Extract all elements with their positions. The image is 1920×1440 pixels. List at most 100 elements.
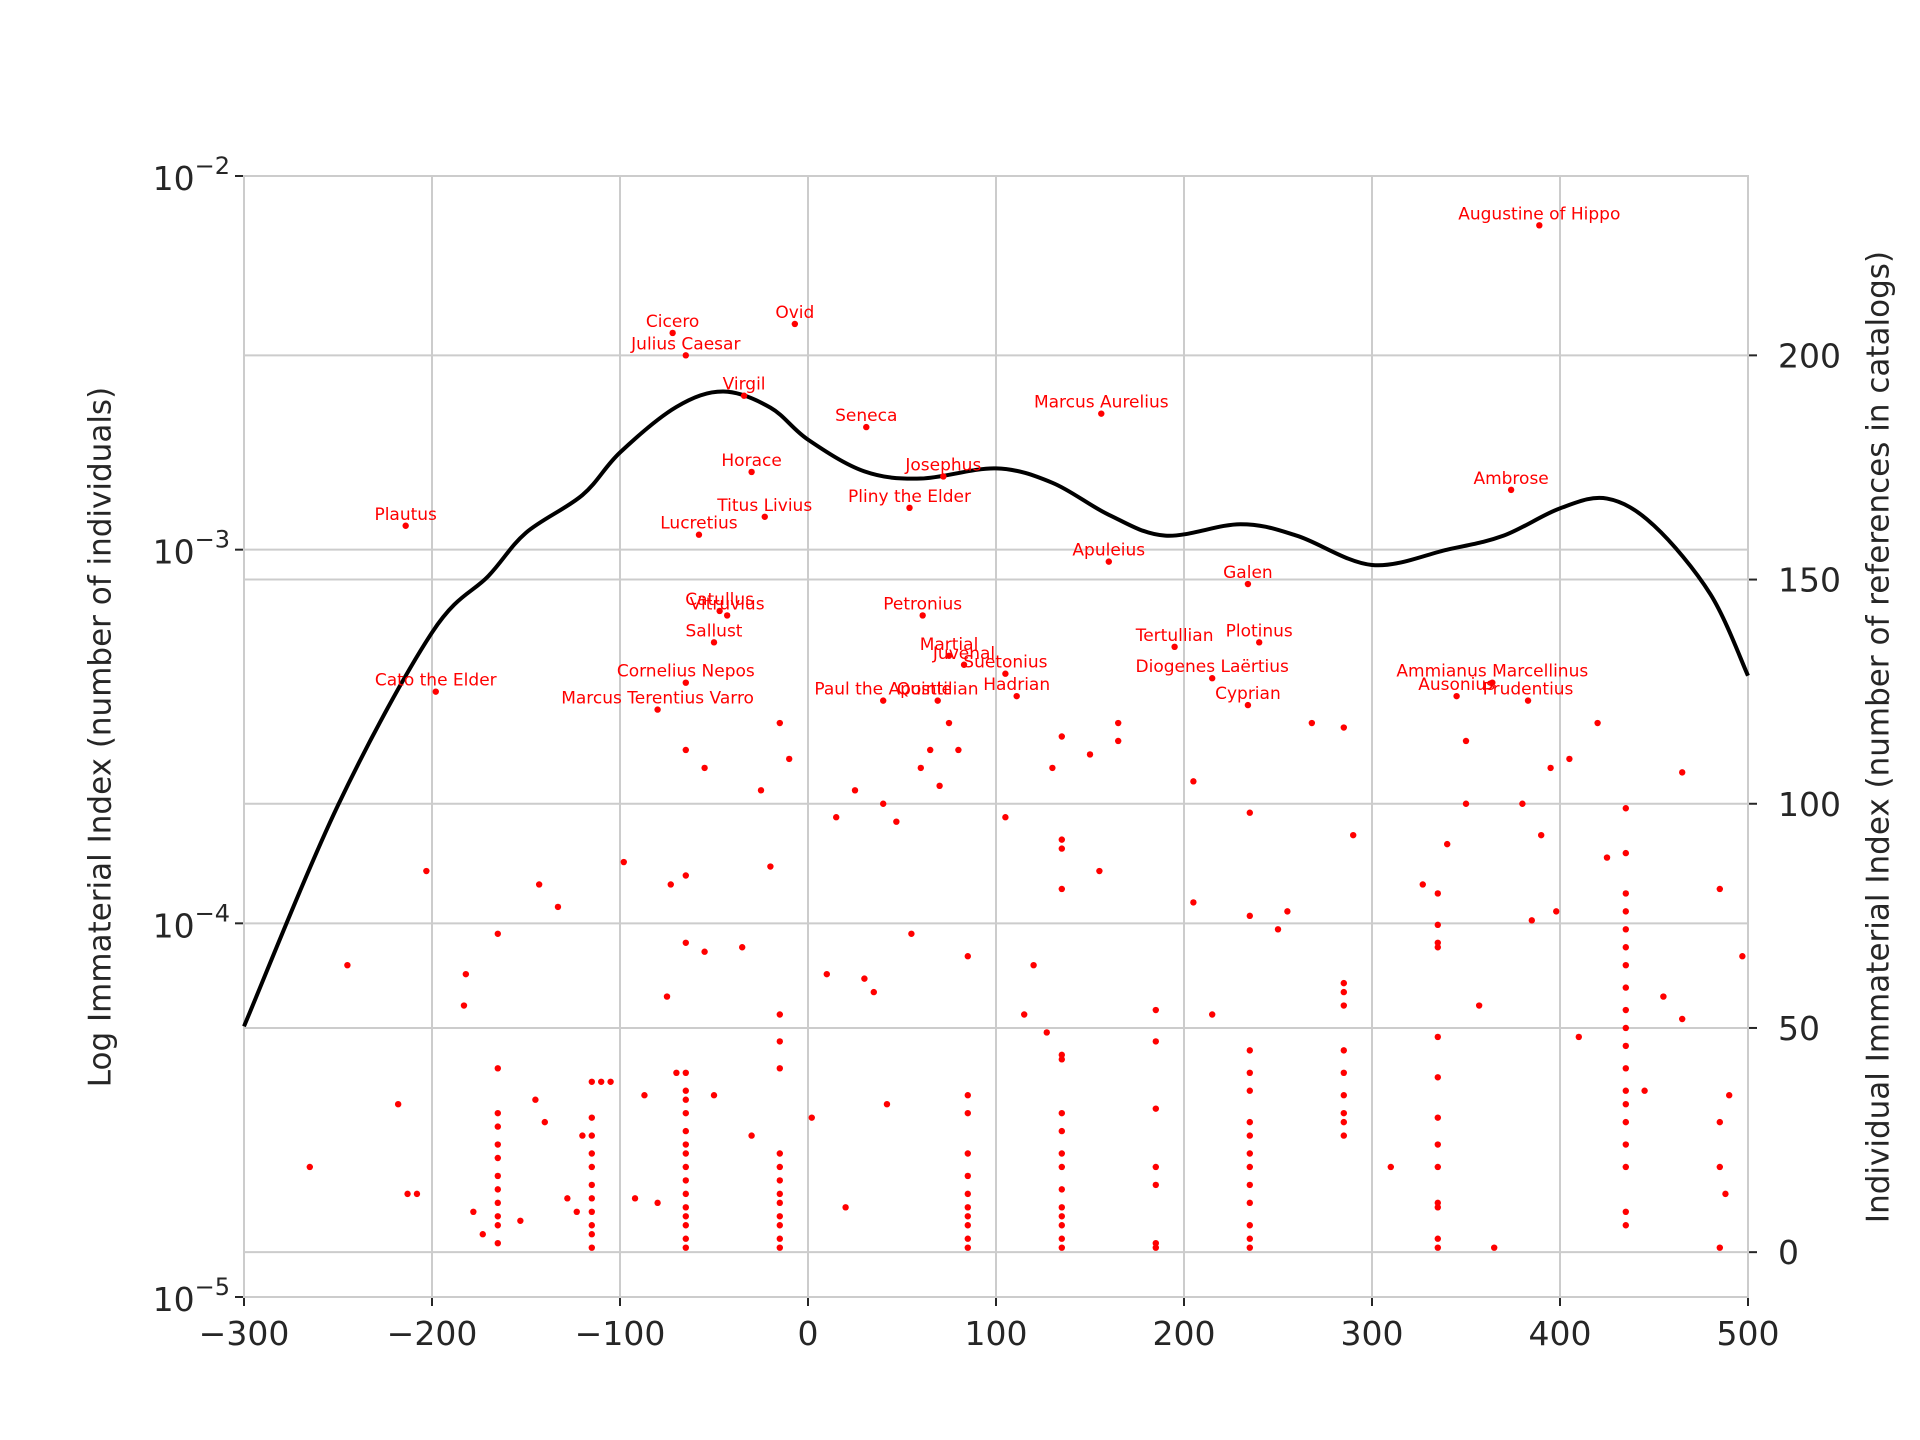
point — [682, 1190, 689, 1198]
point-label: Petronius — [883, 594, 962, 614]
point — [964, 1244, 971, 1251]
point — [1594, 719, 1601, 727]
x-tick-label: 100 — [965, 1314, 1028, 1353]
point-label: Suetonius — [963, 653, 1047, 673]
point — [1058, 1109, 1066, 1117]
point — [1726, 1092, 1733, 1099]
point — [1553, 908, 1560, 915]
point — [1434, 1074, 1442, 1081]
point — [1434, 921, 1442, 929]
y-axis-label: Log Immaterial Index (number of individu… — [83, 387, 119, 1087]
x-tick-label: −200 — [387, 1314, 478, 1353]
point — [716, 607, 723, 615]
point — [462, 970, 470, 978]
point — [1274, 926, 1282, 933]
point-label: Martial — [920, 635, 979, 655]
point — [1115, 737, 1122, 745]
point — [682, 679, 689, 686]
y-tick-exponent: −5 — [195, 1273, 230, 1301]
point — [554, 903, 562, 911]
point — [964, 1190, 971, 1198]
point — [934, 697, 941, 704]
point — [1152, 1163, 1160, 1171]
point — [682, 1087, 689, 1094]
point — [682, 1213, 689, 1220]
point — [494, 930, 501, 937]
point — [620, 858, 627, 866]
point — [776, 1244, 783, 1251]
y2-axis-label: Individual Immaterial Index (number of r… — [1861, 251, 1897, 1223]
point — [1096, 867, 1103, 875]
point — [1308, 719, 1316, 727]
point — [955, 746, 962, 754]
point — [1256, 639, 1263, 646]
point — [394, 1100, 402, 1108]
grid — [243, 175, 1749, 1298]
point — [945, 652, 953, 659]
point-label: Ovid — [775, 303, 814, 323]
point — [1340, 979, 1348, 987]
point — [470, 1208, 477, 1216]
point — [1058, 1235, 1066, 1242]
x-tick-label: 400 — [1529, 1314, 1592, 1353]
y2-tick-label: 150 — [1778, 561, 1841, 600]
point — [1434, 890, 1442, 897]
point — [1246, 1150, 1254, 1157]
y-tick-base: 10 — [153, 159, 195, 198]
point — [1536, 222, 1543, 229]
point — [494, 1186, 501, 1193]
point — [1043, 1029, 1050, 1036]
point-label: Ambrose — [1473, 469, 1548, 489]
point — [701, 948, 708, 955]
point — [863, 423, 870, 431]
point — [1058, 1051, 1066, 1059]
point — [682, 746, 689, 754]
point — [682, 939, 689, 946]
point — [1434, 1235, 1442, 1242]
point-label: Cornelius Nepos — [617, 662, 755, 682]
point — [1453, 692, 1460, 700]
point — [1475, 1002, 1483, 1009]
point — [964, 1204, 971, 1211]
point — [1622, 890, 1630, 897]
point — [776, 1038, 783, 1045]
point — [682, 1163, 689, 1171]
point — [927, 746, 934, 754]
point — [964, 1213, 971, 1220]
point — [682, 352, 689, 359]
point — [1246, 1181, 1254, 1189]
point — [1547, 764, 1554, 772]
point — [776, 1065, 783, 1072]
point — [1340, 724, 1348, 731]
point — [851, 787, 859, 794]
point — [1716, 1118, 1724, 1126]
point — [723, 612, 731, 619]
point-label: Plotinus — [1226, 621, 1293, 641]
point — [1058, 1204, 1066, 1211]
point — [776, 1199, 783, 1207]
point — [776, 1163, 783, 1171]
point — [1058, 1056, 1066, 1063]
point-label: Vitruvius — [690, 594, 765, 614]
point — [1622, 805, 1630, 812]
point — [964, 1222, 971, 1229]
y-tick-base: 10 — [153, 906, 195, 945]
point — [1246, 1132, 1254, 1139]
point — [1244, 580, 1252, 588]
point — [532, 1096, 539, 1103]
point — [1098, 410, 1105, 417]
point — [673, 1069, 680, 1077]
point — [1058, 1150, 1066, 1157]
point — [588, 1195, 595, 1202]
y-tick-exponent: −3 — [195, 526, 230, 554]
point — [1716, 1163, 1724, 1171]
point — [870, 988, 877, 996]
x-tick-label: 300 — [1341, 1314, 1404, 1353]
point — [1622, 849, 1630, 857]
point — [1575, 1033, 1583, 1041]
point — [494, 1065, 501, 1072]
point — [940, 473, 947, 480]
point — [1244, 701, 1252, 709]
point — [1419, 881, 1426, 888]
point — [517, 1217, 524, 1224]
